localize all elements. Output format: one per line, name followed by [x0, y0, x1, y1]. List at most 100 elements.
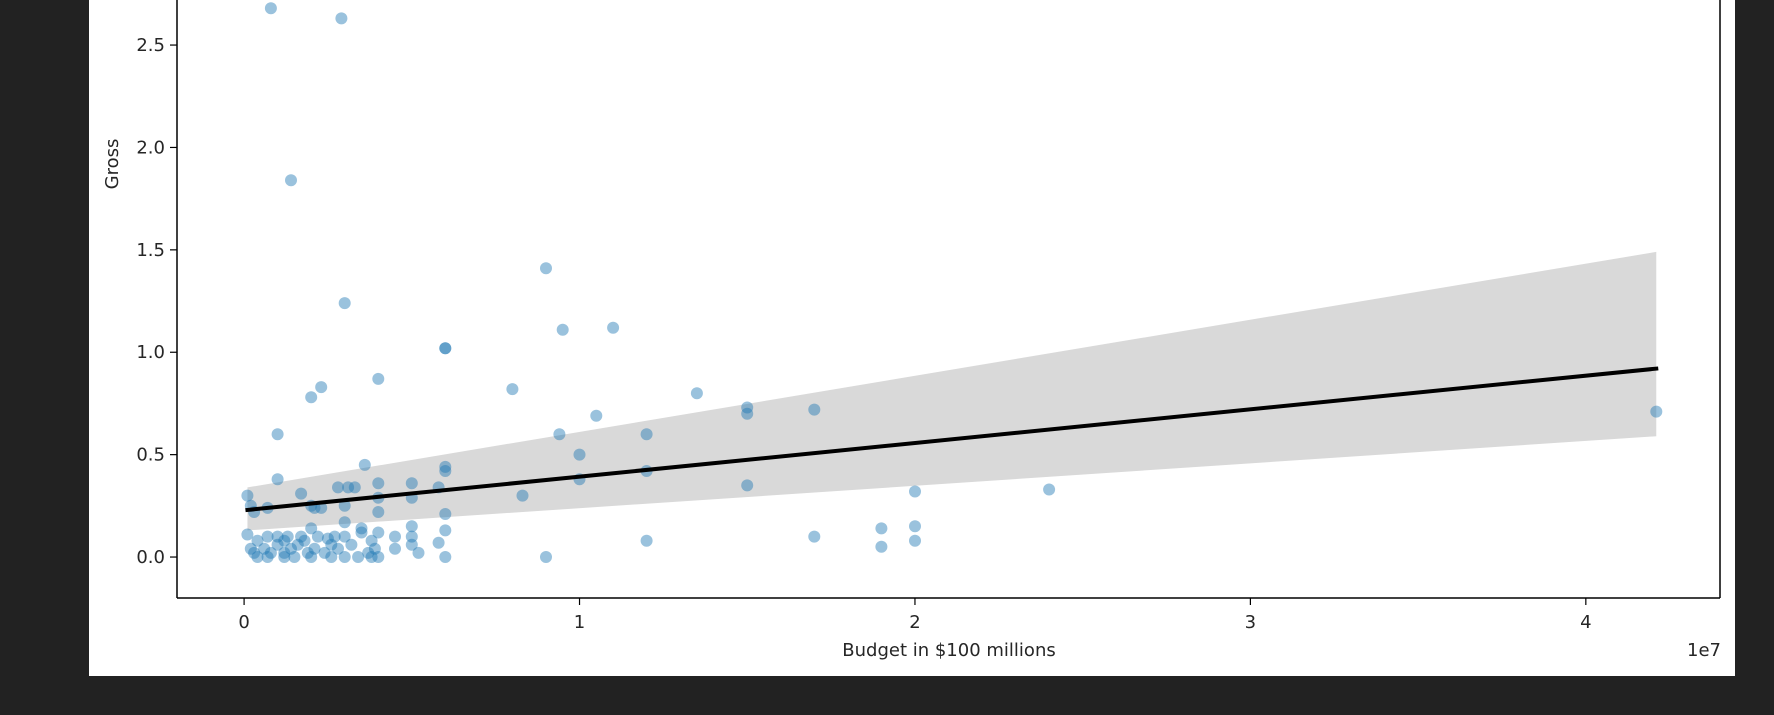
data-point: [741, 401, 754, 414]
data-point: [248, 546, 261, 559]
y-tick-label: 0.5: [136, 445, 165, 466]
data-point: [432, 536, 445, 549]
data-point: [875, 522, 888, 535]
data-point: [368, 542, 381, 555]
data-point: [439, 342, 452, 355]
data-point: [278, 534, 291, 547]
data-point: [640, 534, 653, 547]
data-point: [540, 551, 552, 563]
data-point: [311, 530, 324, 543]
data-point: [342, 481, 355, 494]
data-point: [278, 546, 291, 559]
data-point: [808, 530, 821, 543]
data-point: [291, 538, 304, 551]
x-tick-label: 3: [1245, 612, 1256, 633]
data-point: [338, 551, 351, 563]
data-point: [506, 383, 519, 396]
figure: 0 1 2 3 4 0.0 0.5 1.0 1.5 2.0 2.5 Budget in $100 m…: [89, 0, 1735, 676]
data-point: [365, 534, 378, 547]
data-point: [389, 542, 401, 555]
data-point: [264, 546, 277, 559]
data-point: [261, 551, 274, 563]
data-point: [241, 528, 254, 541]
data-point: [365, 551, 378, 563]
data-point: [305, 391, 318, 404]
data-point: [875, 540, 888, 553]
data-point: [328, 530, 341, 543]
data-point: [439, 342, 452, 355]
data-point: [271, 538, 284, 551]
data-point: [305, 551, 318, 563]
data-point: [251, 551, 264, 563]
data-point: [573, 448, 586, 461]
data-point: [1043, 483, 1056, 496]
data-point: [308, 542, 321, 555]
data-point: [405, 538, 418, 551]
data-point: [251, 534, 264, 547]
data-point: [355, 522, 368, 535]
data-point: [741, 407, 754, 420]
data-point: [439, 460, 452, 473]
data-point: [271, 473, 284, 486]
data-point: [264, 2, 277, 15]
data-point: [305, 522, 318, 535]
data-point: [405, 530, 418, 543]
data-point: [338, 516, 351, 529]
x-axis-label: Budget in $100 millions: [842, 640, 1055, 661]
data-point: [244, 542, 257, 555]
data-point: [556, 323, 569, 336]
data-point: [325, 538, 338, 551]
labels-layer: Budget in $100 millions Gross 1e7: [102, 139, 1721, 661]
data-point: [332, 481, 344, 494]
data-point: [808, 403, 821, 416]
data-point: [372, 526, 385, 539]
data-point: [516, 489, 529, 502]
y-tick-label: 2.0: [136, 137, 165, 158]
confidence-band: [247, 251, 1657, 531]
data-point: [241, 489, 254, 502]
x-tick-label: 0: [238, 612, 249, 633]
data-point: [362, 546, 375, 559]
x-tick-label: 1: [574, 612, 585, 633]
y-tick-label: 0.0: [136, 547, 165, 568]
y-tick-label: 1.0: [136, 342, 165, 363]
regression-line-layer: [245, 366, 1659, 513]
x-tick-label: 4: [1580, 612, 1591, 633]
data-point: [345, 538, 358, 551]
data-point: [281, 530, 294, 543]
x-tick-label: 2: [909, 612, 920, 633]
data-point: [439, 465, 452, 477]
data-point: [285, 174, 297, 187]
data-point: [640, 428, 653, 441]
data-point: [372, 506, 385, 518]
confidence-band-layer: [247, 251, 1657, 531]
data-point: [348, 481, 361, 494]
data-point: [285, 542, 297, 555]
data-point: [278, 551, 291, 563]
scatter-chart: 0 1 2 3 4 0.0 0.5 1.0 1.5 2.0 2.5 Budget in $100 m…: [102, 0, 1721, 661]
data-point: [315, 381, 328, 394]
data-point: [372, 551, 385, 563]
data-point: [607, 321, 620, 334]
data-point: [335, 12, 348, 25]
data-point: [295, 530, 308, 543]
data-point: [271, 428, 284, 441]
data-point: [321, 532, 334, 545]
data-point: [909, 485, 921, 498]
data-point: [553, 428, 566, 441]
data-point: [338, 499, 351, 512]
data-point: [405, 477, 418, 490]
data-point: [741, 479, 754, 492]
data-point: [405, 520, 418, 533]
data-point: [338, 297, 351, 310]
axes-layer: 0 1 2 3 4 0.0 0.5 1.0 1.5 2.0 2.5: [136, 0, 1721, 633]
data-point: [288, 551, 301, 563]
data-point: [540, 262, 552, 275]
data-point: [298, 534, 311, 547]
y-tick-label: 1.5: [136, 240, 165, 261]
data-point: [439, 524, 452, 537]
y-tick-label: 2.5: [136, 35, 165, 56]
data-point: [909, 520, 921, 533]
data-point: [358, 458, 371, 471]
data-point: [439, 508, 452, 520]
